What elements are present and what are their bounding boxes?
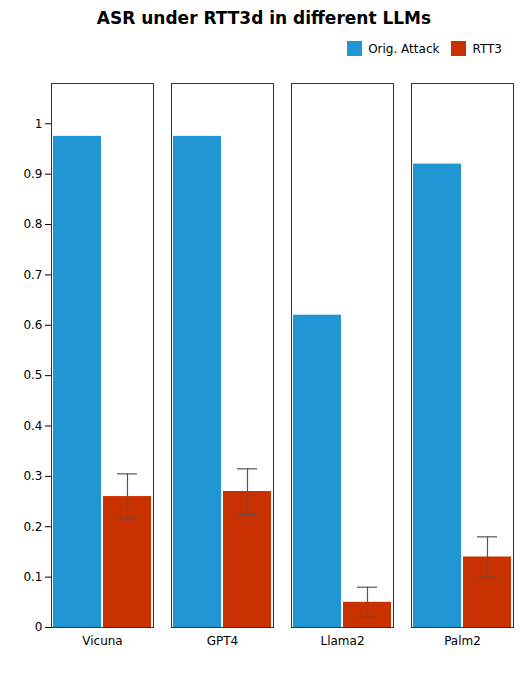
svg-text:0.9: 0.9 — [23, 167, 42, 181]
svg-text:1: 1 — [35, 117, 43, 131]
svg-text:0: 0 — [35, 620, 43, 634]
svg-text:0.6: 0.6 — [23, 318, 42, 332]
html-text:RTT3: RTT3 — [472, 41, 502, 56]
html-text:Orig. Attack: Orig. Attack — [368, 41, 440, 56]
svg-text:GPT4: GPT4 — [207, 634, 239, 648]
svg-text:Llama2: Llama2 — [320, 634, 364, 648]
html-text:ASR under RTT3d in different L: ASR under RTT3d in different LLMs — [96, 8, 432, 28]
svg-text:0.5: 0.5 — [23, 368, 42, 382]
svg-text:0.2: 0.2 — [23, 520, 42, 534]
svg-text:0.1: 0.1 — [23, 570, 42, 584]
svg-text:0.4: 0.4 — [23, 419, 42, 433]
svg-text:0.7: 0.7 — [23, 268, 42, 282]
svg-text:0.3: 0.3 — [23, 469, 42, 483]
svg-text:0.8: 0.8 — [23, 217, 42, 231]
svg-text:Vicuna: Vicuna — [82, 634, 122, 648]
svg-text:Palm2: Palm2 — [444, 634, 481, 648]
